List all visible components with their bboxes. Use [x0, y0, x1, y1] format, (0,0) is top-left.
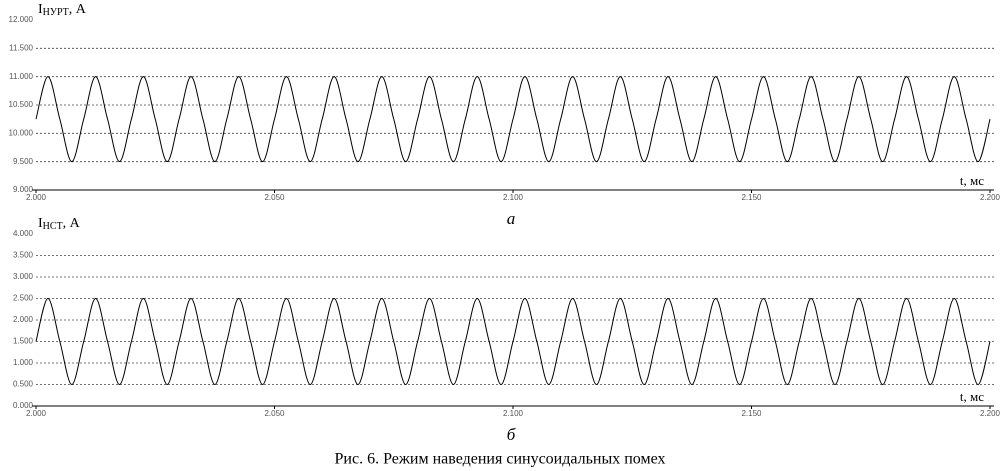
y-label-symbol: I — [38, 2, 43, 17]
y-label-unit: , А — [69, 2, 87, 17]
x-axis-label: t, мс — [960, 389, 984, 404]
x-tick-label: 2.000 — [26, 193, 47, 202]
x-tick-label: 2.000 — [26, 409, 47, 418]
x-tick-label: 2.200 — [980, 193, 1001, 202]
y-tick-label: 12.000 — [9, 15, 34, 24]
signal-line — [35, 297, 991, 386]
y-tick-label: 10.500 — [9, 100, 34, 109]
y-label-unit: , А — [63, 216, 81, 231]
y-tick-label: 4.000 — [13, 229, 34, 238]
y-axis-label: IНСТ, А — [38, 216, 81, 232]
subcaption: а — [507, 209, 516, 228]
x-tick-label: 2.100 — [503, 409, 524, 418]
y-tick-label: 11.000 — [9, 72, 33, 81]
y-tick-label: 9.000 — [13, 185, 34, 194]
y-tick-label: 0.000 — [13, 401, 34, 410]
y-label-subscript: НСТ — [43, 221, 63, 232]
y-tick-label: 1.500 — [13, 337, 34, 346]
subcaption: б — [507, 425, 516, 444]
y-label-subscript: НУРТ — [43, 7, 69, 18]
y-tick-label: 3.500 — [13, 251, 34, 260]
y-label-symbol: I — [38, 216, 43, 231]
y-tick-label: 3.000 — [13, 272, 34, 281]
y-tick-label: 0.500 — [13, 380, 34, 389]
y-tick-label: 9.500 — [13, 157, 34, 166]
x-axis-label: t, мс — [960, 173, 984, 188]
y-tick-label: 2.500 — [13, 294, 34, 303]
x-tick-label: 2.100 — [503, 193, 524, 202]
y-tick-label: 10.000 — [9, 128, 34, 137]
x-tick-label: 2.200 — [980, 409, 1001, 418]
x-tick-label: 2.050 — [264, 193, 285, 202]
x-tick-label: 2.050 — [264, 409, 285, 418]
signal-line — [35, 76, 991, 163]
figure-caption: Рис. 6. Режим наведения синусоидальных п… — [335, 451, 666, 468]
y-tick-label: 2.000 — [13, 315, 34, 324]
y-axis-label: IНУРТ, А — [38, 2, 87, 18]
x-tick-label: 2.150 — [741, 193, 762, 202]
x-tick-label: 2.150 — [741, 409, 762, 418]
y-tick-label: 1.000 — [13, 358, 34, 367]
y-tick-label: 11.500 — [9, 43, 33, 52]
